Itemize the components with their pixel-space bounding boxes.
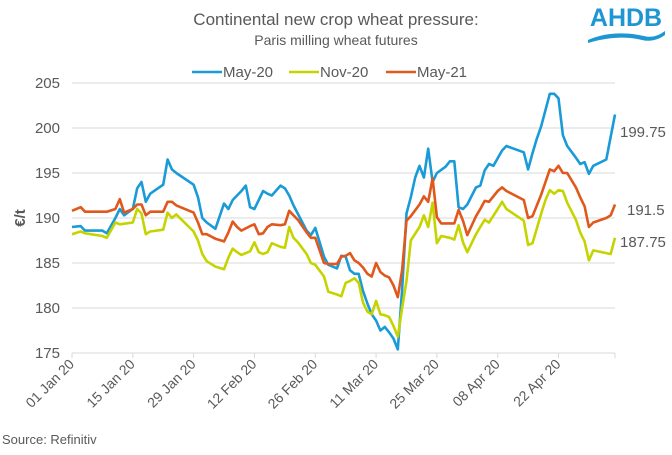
legend-label: Nov-20 (320, 64, 368, 81)
logo-wave (588, 31, 665, 43)
x-axis: 01 Jan 20 15 Jan 20 29 Jan 20 12 Feb 20 26 F… (22, 352, 616, 412)
legend-item: May-21 (386, 64, 467, 81)
source-note: Source: Refinitiv (2, 432, 97, 447)
y-tick-label: 180 (35, 300, 60, 317)
series-line-may-21 (71, 164, 617, 299)
y-tick-label: 175 (35, 345, 60, 362)
end-value-label: 191.5 (627, 202, 665, 219)
y-tick-label: 190 (35, 210, 60, 227)
series-line-may-20 (71, 92, 617, 351)
legend-item: Nov-20 (289, 64, 368, 81)
x-tick-label: 22 Apr 20 (510, 356, 564, 410)
chart-title: Continental new crop wheat pressure: (193, 10, 479, 29)
end-labels: 199.75 187.75 191.5 (620, 124, 666, 251)
y-axis-ticks: 175 180 185 190 195 200 205 (35, 75, 60, 362)
legend: May-20 Nov-20 May-21 (192, 64, 467, 81)
y-tick-label: 205 (35, 75, 60, 92)
legend-label: May-21 (417, 64, 467, 81)
chart-subtitle: Paris milling wheat futures (254, 32, 418, 48)
x-tick-label: 25 Mar 20 (386, 356, 442, 412)
series-lines (71, 92, 617, 351)
legend-label: May-20 (223, 64, 273, 81)
x-tick-label: 11 Mar 20 (326, 356, 381, 411)
y-axis-label: €/t (12, 209, 29, 227)
x-tick-label: 12 Feb 20 (204, 356, 260, 412)
x-tick-label: 15 Jan 20 (83, 356, 138, 411)
y-tick-label: 195 (35, 165, 60, 182)
gridlines (72, 82, 615, 309)
y-tick-label: 185 (35, 255, 60, 272)
series-line-nov-20 (71, 188, 617, 339)
ahdb-logo: AHDB (588, 4, 665, 43)
x-tick-label: 01 Jan 20 (22, 356, 77, 411)
y-tick-label: 200 (35, 120, 60, 137)
logo-text: AHDB (590, 4, 662, 32)
legend-item: May-20 (192, 64, 273, 81)
x-tick-label: 26 Feb 20 (264, 356, 320, 412)
end-value-label: 187.75 (620, 234, 666, 251)
x-tick-label: 29 Jan 20 (144, 356, 199, 411)
end-value-label: 199.75 (620, 124, 666, 141)
x-tick-label: 08 Apr 20 (449, 356, 503, 410)
